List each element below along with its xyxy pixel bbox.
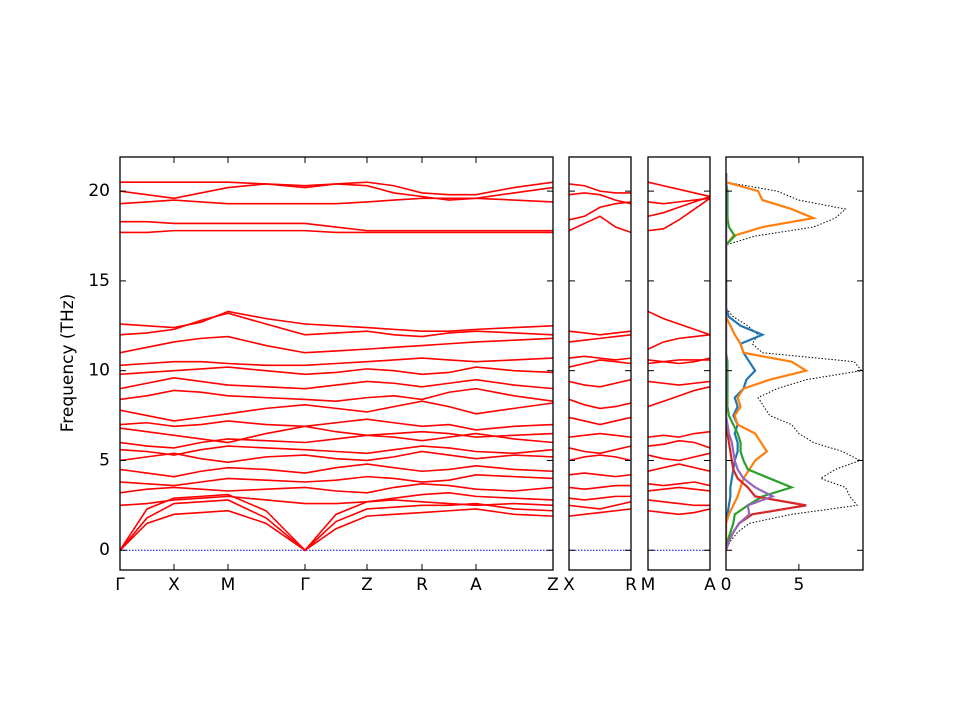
band-line bbox=[120, 483, 553, 494]
band-line bbox=[120, 499, 553, 552]
band-line bbox=[648, 463, 710, 473]
band-line bbox=[569, 215, 631, 234]
band-line bbox=[120, 220, 553, 232]
band-line bbox=[120, 508, 553, 552]
band-line bbox=[120, 387, 553, 403]
band-line bbox=[120, 418, 553, 431]
band-line bbox=[648, 439, 710, 449]
x-tick-label: A bbox=[704, 575, 716, 595]
dos-line bbox=[726, 173, 776, 551]
band-line bbox=[120, 310, 553, 332]
band-line bbox=[569, 500, 631, 510]
band-line bbox=[569, 445, 631, 455]
band-line bbox=[648, 486, 710, 492]
band-line bbox=[569, 333, 631, 343]
band-line bbox=[569, 508, 631, 517]
band-line bbox=[120, 491, 553, 507]
x-tick-label: R bbox=[416, 575, 428, 595]
band-line bbox=[120, 366, 553, 376]
band-line bbox=[120, 493, 553, 552]
axes-frame bbox=[647, 156, 711, 571]
band-line bbox=[569, 183, 631, 194]
dos-line bbox=[726, 173, 795, 551]
plot-area bbox=[569, 183, 631, 551]
band-line bbox=[648, 333, 710, 350]
band-line bbox=[569, 201, 631, 221]
x-tick-label: M bbox=[221, 575, 236, 595]
band-line bbox=[569, 378, 631, 388]
band-line bbox=[120, 445, 553, 456]
x-tick-label: M bbox=[641, 575, 656, 595]
band-line bbox=[648, 197, 710, 232]
plot-area bbox=[120, 181, 553, 552]
x-tick-label: 0 bbox=[721, 575, 732, 595]
y-tick-label: 10 bbox=[88, 361, 110, 381]
axes-frame bbox=[725, 156, 864, 571]
band-line bbox=[648, 452, 710, 462]
dos-line bbox=[726, 173, 766, 551]
band-line bbox=[569, 359, 631, 368]
band-line bbox=[120, 229, 553, 234]
band-line bbox=[120, 432, 553, 449]
band-line bbox=[569, 192, 631, 205]
band-line bbox=[648, 508, 710, 516]
x-tick-label: X bbox=[168, 575, 180, 595]
x-tick-label: A bbox=[470, 575, 482, 595]
plot-area bbox=[726, 173, 863, 551]
x-tick-label: Z bbox=[547, 575, 559, 595]
x-tick-label: Z bbox=[361, 575, 373, 595]
axes-frame bbox=[568, 156, 632, 571]
band-line bbox=[569, 432, 631, 438]
band-line bbox=[569, 330, 631, 336]
band-line bbox=[648, 357, 710, 365]
band-line bbox=[120, 463, 553, 478]
band-line bbox=[569, 484, 631, 491]
x-tick-label: X bbox=[563, 575, 575, 595]
x-tick-label: Γ bbox=[300, 575, 310, 595]
band-line bbox=[648, 481, 710, 487]
y-tick-label: 20 bbox=[88, 181, 110, 201]
band-line bbox=[569, 355, 631, 361]
band-line bbox=[648, 386, 710, 408]
band-line bbox=[648, 197, 710, 205]
band-line bbox=[648, 430, 710, 438]
band-line bbox=[120, 197, 553, 205]
axes-frame bbox=[119, 156, 554, 571]
band-line bbox=[120, 474, 553, 487]
band-line bbox=[120, 425, 553, 444]
band-line bbox=[569, 398, 631, 410]
band-line bbox=[648, 310, 710, 336]
dos-line bbox=[726, 173, 807, 551]
x-tick-label: 5 bbox=[793, 575, 804, 595]
dos-line bbox=[726, 173, 863, 551]
band-line bbox=[120, 181, 553, 196]
band-line bbox=[120, 335, 553, 354]
band-line bbox=[120, 357, 553, 367]
band-line bbox=[569, 454, 631, 462]
y-tick-label: 5 bbox=[99, 450, 110, 470]
band-line bbox=[120, 377, 553, 390]
band-line bbox=[569, 495, 631, 501]
x-tick-label: R bbox=[625, 575, 637, 595]
band-line bbox=[648, 181, 710, 198]
band-line bbox=[569, 472, 631, 478]
y-axis-label: Frequency (THz) bbox=[58, 294, 78, 433]
band-line bbox=[569, 416, 631, 426]
y-tick-label: 0 bbox=[99, 540, 110, 560]
plot-area bbox=[648, 181, 710, 551]
x-tick-label: Γ bbox=[115, 575, 125, 595]
band-line bbox=[648, 380, 710, 386]
y-tick-label: 15 bbox=[88, 271, 110, 291]
band-line bbox=[120, 400, 553, 422]
band-line bbox=[648, 499, 710, 507]
band-line bbox=[120, 450, 553, 464]
